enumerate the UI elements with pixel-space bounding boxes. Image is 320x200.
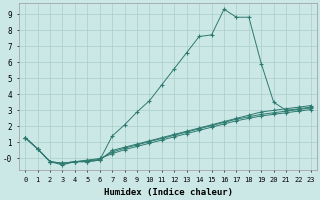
- X-axis label: Humidex (Indice chaleur): Humidex (Indice chaleur): [104, 188, 233, 197]
